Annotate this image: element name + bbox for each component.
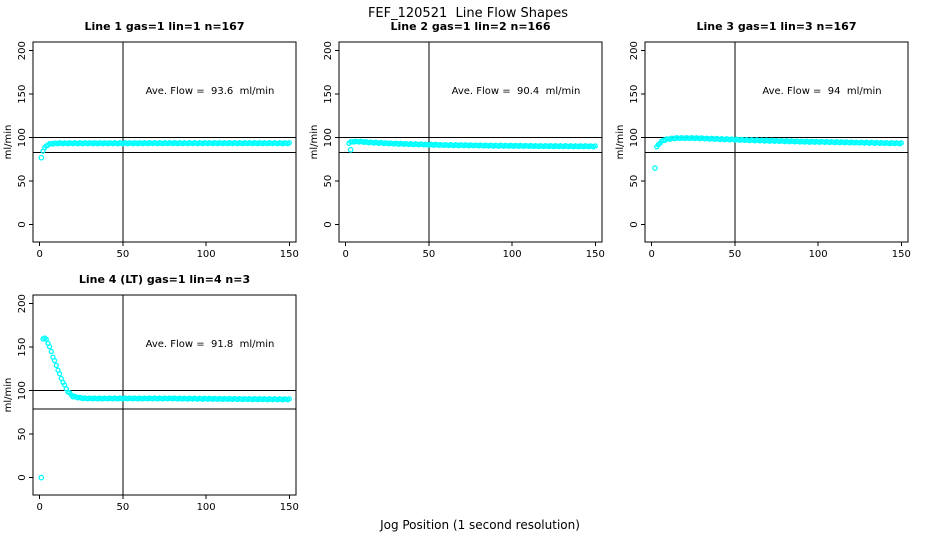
x-axis-label: Jog Position (1 second resolution) — [380, 518, 580, 532]
y-tick-label: 100 — [323, 128, 334, 147]
data-point — [286, 396, 292, 402]
x-tick-label: 100 — [809, 249, 828, 260]
panel-3-plot: 0 50 100 150 0 50 100 150 200 ml/min — [615, 41, 911, 260]
y-axis-label: ml/min — [615, 125, 626, 160]
outlier-point — [347, 146, 354, 153]
y-tick-label: 50 — [17, 428, 28, 441]
y-axis: 0 50 100 150 200 ml/min — [3, 294, 33, 481]
panel-2-plot: 0 50 100 150 0 50 100 150 200 ml/min — [309, 41, 605, 260]
x-tick-label: 150 — [586, 249, 605, 260]
data-points — [346, 138, 598, 153]
y-axis-label: ml/min — [3, 125, 14, 160]
x-axis: 0 50 100 150 — [36, 495, 299, 513]
data-point — [53, 362, 59, 369]
data-point — [898, 140, 904, 146]
panel-1-plot: 0 50 100 150 0 50 100 150 200 ml/min — [3, 41, 299, 260]
y-tick-label: 150 — [17, 85, 28, 104]
plot-box — [32, 294, 297, 496]
y-tick-label: 200 — [323, 41, 334, 60]
panel-4-plot: 0 50 100 150 0 50 100 150 200 ml/min — [3, 294, 299, 513]
panel-3-ave-flow-annotation: Ave. Flow = 94 ml/min — [762, 86, 882, 97]
x-tick-label: 0 — [36, 502, 42, 513]
y-tick-label: 50 — [17, 175, 28, 188]
y-axis: 0 50 100 150 200 ml/min — [3, 41, 33, 228]
outlier-point — [38, 474, 45, 481]
panel-4-ave-flow-annotation: Ave. Flow = 91.8 ml/min — [145, 339, 275, 350]
x-tick-label: 0 — [648, 249, 654, 260]
y-tick-label: 0 — [17, 474, 28, 480]
x-tick-label: 150 — [280, 249, 299, 260]
y-tick-label: 200 — [17, 294, 28, 313]
y-tick-label: 50 — [323, 175, 334, 188]
plot-box — [32, 41, 297, 243]
y-axis-label: ml/min — [3, 378, 14, 413]
y-tick-label: 150 — [629, 85, 640, 104]
y-tick-label: 100 — [17, 381, 28, 400]
data-points — [38, 335, 292, 481]
plot-box — [644, 41, 909, 243]
y-tick-label: 100 — [629, 128, 640, 147]
panel-2-title: Line 2 gas=1 lin=2 n=166 — [390, 20, 551, 33]
y-tick-label: 50 — [629, 175, 640, 188]
outlier-point — [38, 154, 45, 161]
data-points — [38, 140, 292, 161]
data-point — [48, 348, 54, 355]
x-tick-label: 50 — [729, 249, 742, 260]
y-tick-label: 200 — [17, 41, 28, 60]
reference-lines — [33, 295, 296, 495]
y-tick-label: 150 — [17, 338, 28, 357]
data-point — [592, 143, 598, 149]
y-tick-label: 0 — [629, 221, 640, 227]
x-tick-label: 0 — [342, 249, 348, 260]
panel-2-ave-flow-annotation: Ave. Flow = 90.4 ml/min — [451, 86, 581, 97]
plot-box — [338, 41, 603, 243]
data-points — [652, 134, 904, 171]
y-axis-label: ml/min — [309, 125, 320, 160]
x-tick-label: 50 — [117, 502, 130, 513]
data-point — [56, 371, 63, 377]
data-point — [51, 357, 58, 364]
reference-lines — [339, 42, 602, 242]
y-tick-label: 150 — [323, 85, 334, 104]
x-axis: 0 50 100 150 — [36, 242, 299, 260]
data-point — [46, 344, 53, 350]
x-tick-label: 150 — [892, 249, 911, 260]
x-tick-label: 100 — [503, 249, 522, 260]
y-tick-label: 100 — [17, 128, 28, 147]
x-tick-label: 100 — [197, 502, 216, 513]
outlier-point — [652, 165, 658, 171]
x-axis: 0 50 100 150 — [648, 242, 911, 260]
panel-4-title: Line 4 (LT) gas=1 lin=4 n=3 — [78, 273, 251, 286]
y-axis: 0 50 100 150 200 ml/min — [615, 41, 645, 228]
y-tick-label: 0 — [323, 221, 334, 227]
figure-title: FEF_120521 Line Flow Shapes — [367, 6, 569, 21]
x-axis: 0 50 100 150 — [342, 242, 605, 260]
x-tick-label: 100 — [197, 249, 216, 260]
x-tick-label: 50 — [117, 249, 130, 260]
y-tick-label: 200 — [629, 41, 640, 60]
y-tick-label: 0 — [17, 221, 28, 227]
panel-1-title: Line 1 gas=1 lin=1 n=167 — [84, 20, 245, 33]
x-tick-label: 0 — [36, 249, 42, 260]
data-point — [286, 140, 292, 146]
x-tick-label: 150 — [280, 502, 299, 513]
panel-3-title: Line 3 gas=1 lin=3 n=167 — [696, 20, 857, 33]
y-axis: 0 50 100 150 200 ml/min — [309, 41, 339, 228]
panel-1-ave-flow-annotation: Ave. Flow = 93.6 ml/min — [145, 86, 275, 97]
x-tick-label: 50 — [423, 249, 436, 260]
